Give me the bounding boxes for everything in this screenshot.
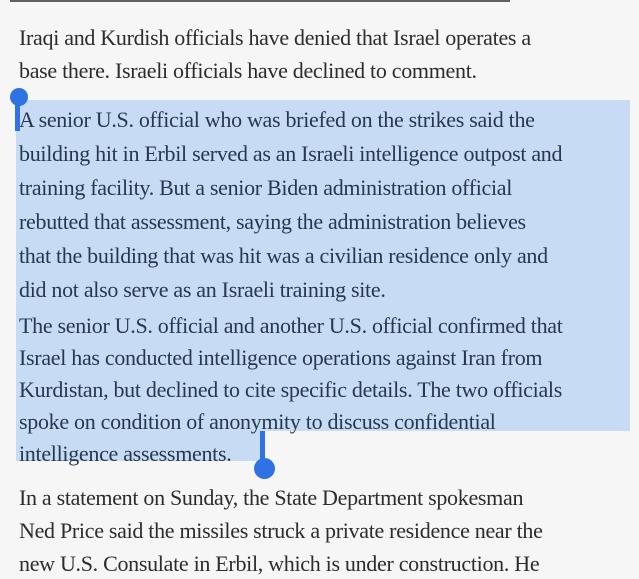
text-line: intelligence assessments. [19,441,232,466]
text-line: building hit in Erbil served as an Israe… [19,141,563,166]
text-line: rebutted that assessment, saying the adm… [19,209,526,234]
text-line: training facility. But a senior Biden ad… [19,175,513,200]
text-line: Israel has conducted intelligence operat… [19,345,543,370]
text-line: Ned Price said the missiles struck a pri… [19,518,543,543]
text-line: spoke on condition of anonymity to discu… [19,409,496,434]
selection-end-knob-icon[interactable] [254,458,275,479]
text-line: A senior U.S. official who was briefed o… [19,107,535,132]
cropped-text-fragment [10,0,510,2]
text-line: Iraqi and Kurdish officials have denied … [19,25,531,50]
text-line: In a statement on Sunday, the State Depa… [19,485,524,510]
text-line: Kurdistan, but declined to cite specific… [19,377,562,402]
text-line: The senior U.S. official and another U.S… [19,313,563,338]
selection-end-caret[interactable] [260,431,265,464]
selection-start-caret[interactable] [15,99,20,131]
selection-highlight-last-line [16,431,262,461]
text-line: that the building that was hit was a civ… [19,243,548,268]
text-line: new U.S. Consulate in Erbil, which is un… [19,551,540,576]
text-line: base there. Israeli officials have decli… [19,58,477,83]
selection-start-knob-icon[interactable] [10,88,28,106]
selection-highlight [16,100,630,431]
text-line: did not also serve as an Israeli trainin… [19,277,386,302]
